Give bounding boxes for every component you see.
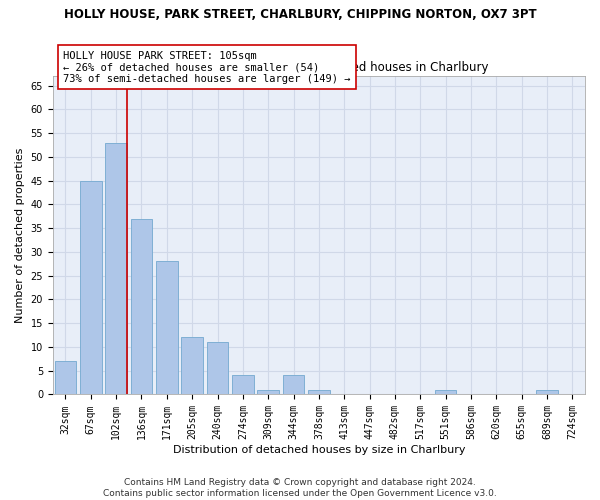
Bar [536,390,558,394]
Bar [156,262,178,394]
Text: HOLLY HOUSE PARK STREET: 105sqm
← 26% of detached houses are smaller (54)
73% of: HOLLY HOUSE PARK STREET: 105sqm ← 26% of… [64,50,351,84]
Bar [308,390,329,394]
Text: HOLLY HOUSE, PARK STREET, CHARLBURY, CHIPPING NORTON, OX7 3PT: HOLLY HOUSE, PARK STREET, CHARLBURY, CHI… [64,8,536,20]
Bar [435,390,457,394]
Bar [283,376,304,394]
Title: Size of property relative to detached houses in Charlbury: Size of property relative to detached ho… [149,60,488,74]
Bar [55,361,76,394]
Bar [232,376,254,394]
Bar [207,342,228,394]
Bar [181,338,203,394]
Bar [257,390,279,394]
Bar [131,218,152,394]
Y-axis label: Number of detached properties: Number of detached properties [15,148,25,323]
X-axis label: Distribution of detached houses by size in Charlbury: Distribution of detached houses by size … [173,445,465,455]
Bar [80,180,101,394]
Bar [106,142,127,394]
Text: Contains HM Land Registry data © Crown copyright and database right 2024.
Contai: Contains HM Land Registry data © Crown c… [103,478,497,498]
